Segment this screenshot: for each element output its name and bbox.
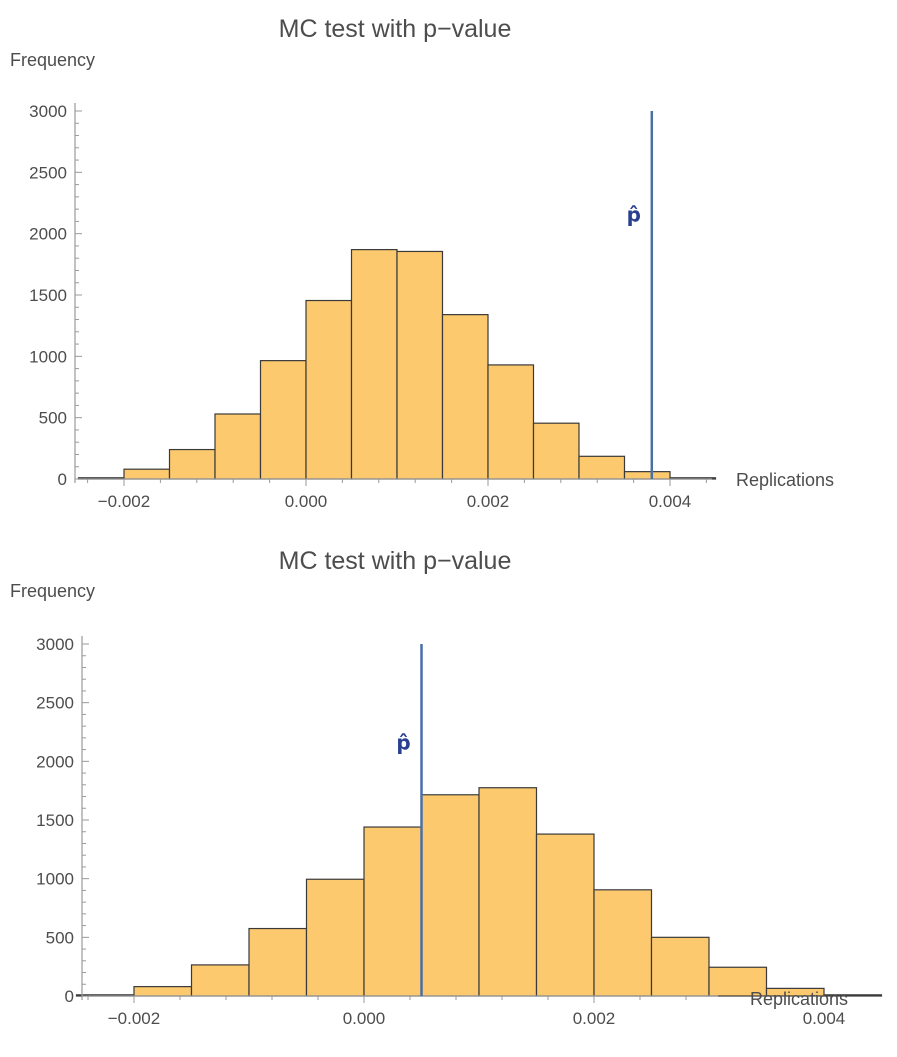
histogram-bar [823,994,883,997]
bars [77,249,717,480]
chart-title: MC test with p−value [279,15,512,43]
histogram-bar [441,314,489,480]
x-tick-label: 0.004 [803,1009,846,1028]
histogram-bar [168,448,216,480]
x-tick-label: −0.002 [108,1009,160,1028]
x-axis-label: Replications [750,989,848,1009]
histogram-bar [305,878,365,997]
histogram-bar [190,964,250,997]
x-axis-label: Replications [736,470,834,490]
histogram-bar [396,250,444,480]
y-tick-label: 1500 [29,286,67,305]
histogram-bar [363,826,423,997]
histogram-bar [350,249,398,480]
y-tick-label: 1000 [29,347,67,366]
y-tick-label: 1500 [36,811,74,830]
histogram-bar [623,471,671,480]
histogram-bar [123,468,171,480]
histogram-bar [133,986,193,997]
x-tick-label: 0.004 [649,492,692,511]
bars [75,787,883,997]
y-axis-label: Frequency [10,50,95,70]
histogram-bar [535,833,595,997]
y-tick-label: 2000 [29,225,67,244]
chart-svg-top: MC test with p−value Frequency 0 500 1000 150… [10,15,834,511]
histogram-bar [214,413,262,480]
histogram-bar [765,987,825,997]
histogram-bar [708,966,768,997]
y-axis-label: Frequency [10,581,95,601]
y-tick-label: 2000 [36,752,74,771]
y-tick-label: 2500 [36,694,74,713]
histogram-chart-top: MC test with p−value Frequency 0 500 1000 150… [0,0,897,528]
x-tick-label: −0.002 [98,492,150,511]
histogram-bar [532,422,580,480]
histogram-bar [578,455,626,480]
p-hat-marker-label: p̂ [396,731,410,755]
y-tick-label: 3000 [29,102,67,121]
histogram-bar [487,364,535,480]
x-tick-label: 0.000 [343,1009,386,1028]
y-tick-label: 3000 [36,635,74,654]
p-hat-marker-label: p̂ [627,202,641,226]
histogram-bar [305,299,353,480]
histogram-bar [478,787,538,997]
y-tick-label: 500 [39,409,67,428]
y-tick-label: 0 [58,470,67,489]
y-tick-label: 500 [46,928,74,947]
histogram-bar [248,927,308,997]
histogram-bar [593,889,653,997]
histogram-bar [420,794,480,997]
y-tick-label: 1000 [36,870,74,889]
y-tick-label: 0 [65,987,74,1006]
histogram-bar [259,360,307,480]
histogram-bar [650,936,710,997]
x-tick-label: 0.000 [285,492,328,511]
histogram-chart-bottom: MC test with p−value Frequency 0 500 1000 150… [0,529,897,1057]
x-tick-label: 0.002 [467,492,510,511]
chart-svg-bottom: MC test with p−value Frequency 0 500 1000 150… [10,547,883,1028]
x-tick-label: 0.002 [573,1009,616,1028]
chart-title: MC test with p−value [279,547,512,575]
y-tick-label: 2500 [29,163,67,182]
